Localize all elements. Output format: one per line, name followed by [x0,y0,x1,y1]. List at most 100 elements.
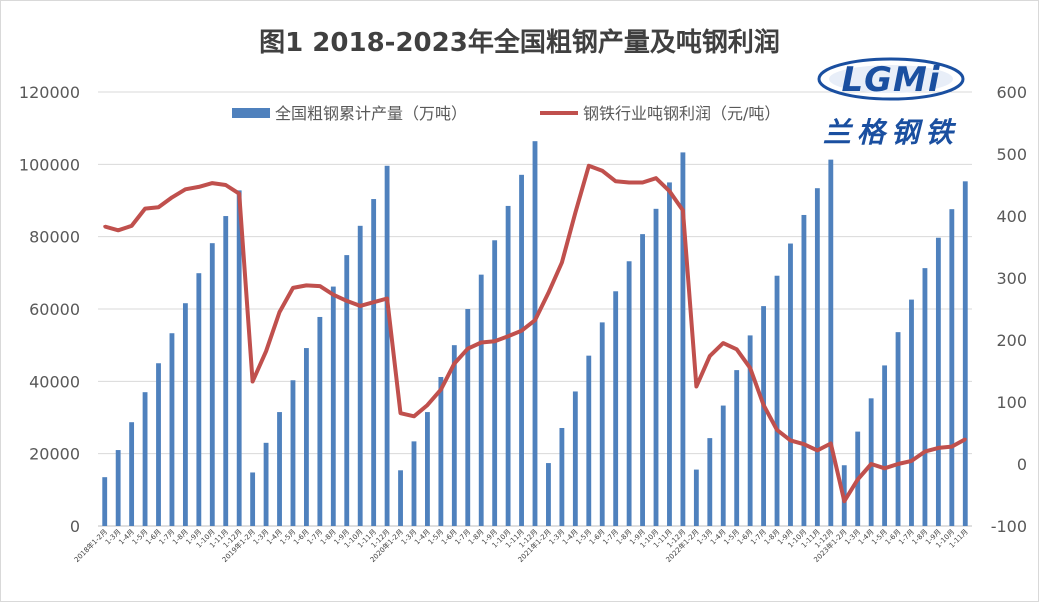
profit-point [372,300,376,304]
bar [828,159,834,527]
profit-point [909,459,913,463]
profit-point [130,224,134,228]
bar [303,348,309,526]
profit-point [385,296,389,300]
bar [209,243,215,526]
profit-point [412,414,416,418]
profit-point [291,286,295,290]
profit-point [883,466,887,470]
profit-point [614,179,618,183]
profit-point [452,362,456,366]
legend-line-label: 钢铁行业吨钢利润（元/吨） [583,104,780,123]
profit-point [399,411,403,415]
profit-point [775,428,779,432]
profit-point [103,225,107,229]
bar [196,273,202,526]
y-right-tick-label: 600 [996,83,1027,102]
profit-point [425,403,429,407]
profit-point [762,403,766,407]
profit-point [143,207,147,211]
bar [438,376,444,526]
bar [236,190,242,526]
profit-point [735,347,739,351]
profit-point [264,349,268,353]
profit-point [479,340,483,344]
profit-point [224,183,228,187]
bar [895,332,901,526]
profit-point [627,181,631,185]
bar [465,309,471,526]
logo-wordmark: LGMi [841,60,941,100]
profit-point [667,189,671,193]
profit-point [251,380,255,384]
bar [640,234,645,526]
profit-point [157,205,161,209]
profit-point [936,446,940,450]
y-right-tick-label: -100 [991,517,1027,536]
bar [626,261,632,526]
bar [277,412,282,526]
bar [613,291,619,526]
profit-point [331,293,335,297]
bar [411,441,417,526]
bar [546,463,551,526]
bar [653,208,659,526]
bar [169,333,175,526]
bar [398,470,403,526]
bar [142,392,148,526]
profit-point [466,347,470,351]
y-left-tick-label: 60000 [29,300,80,319]
profit-point [600,169,604,173]
y-right-tick-label: 0 [1017,455,1027,474]
profit-point [654,176,658,180]
bar [747,335,753,526]
bar [734,370,740,526]
profit-point [560,261,564,264]
bar [263,442,269,526]
bar [693,469,699,526]
profit-point [842,499,846,503]
bar [962,181,968,526]
bar [801,214,807,526]
y-left-tick-label: 0 [70,517,80,536]
profit-point [869,462,873,466]
chart-title: 图1 2018-2023年全国粗钢产量及吨钢利润 [259,28,780,58]
profit-point [815,448,819,452]
profit-point [721,341,725,345]
profit-point [641,181,645,185]
bar [935,237,941,527]
profit-point [318,284,322,288]
bar [586,355,592,526]
profit-point [116,228,120,232]
legend-bar-swatch [232,108,270,118]
bar [559,427,565,526]
profit-point [358,304,362,308]
profit-point [210,181,214,185]
bar [451,345,457,526]
profit-point [856,478,860,481]
profit-point [546,291,550,295]
profit-point [748,366,752,370]
profit-point [278,310,282,314]
bar [156,363,161,526]
bar [425,412,430,526]
bar [344,255,350,526]
bar [129,422,135,526]
y-left-tick-label: 100000 [19,155,80,174]
y-right-tick-label: 300 [996,269,1027,288]
profit-point [896,462,900,466]
bar [922,268,928,526]
y-left-tick-label: 20000 [29,445,80,464]
bar [290,380,296,526]
profit-point [506,334,510,338]
profit-point [520,329,524,333]
profit-point [573,211,577,215]
legend-bar-label: 全国粗钢累计产量（万吨） [275,104,467,123]
profit-point [493,339,497,343]
profit-point [923,450,927,454]
bar [882,365,888,526]
profit-point [802,442,806,446]
bar [814,188,820,526]
bar [707,438,713,526]
